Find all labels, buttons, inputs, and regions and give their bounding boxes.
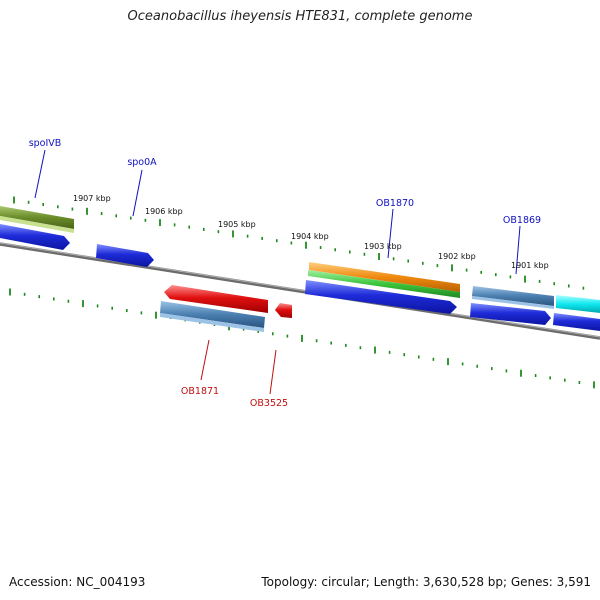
green-feature[interactable] bbox=[308, 270, 460, 298]
kbp-label-1906: 1906 kbp bbox=[145, 207, 183, 216]
kbp-label-1905: 1905 kbp bbox=[218, 220, 256, 229]
gene-ob1870-arrow[interactable] bbox=[305, 280, 457, 314]
kbp-label-1903: 1903 kbp bbox=[364, 242, 402, 251]
ob1871-leader bbox=[200, 339, 210, 381]
gene-label-ob1869: OB1869 bbox=[503, 215, 541, 226]
gene-edge-right-arrow[interactable] bbox=[553, 313, 600, 331]
olive-feature-shadow bbox=[0, 216, 74, 233]
gene-label-ob1870: OB1870 bbox=[376, 198, 414, 209]
gene-label-ob1871: OB1871 bbox=[181, 386, 219, 397]
gene-ob1869-arrow[interactable] bbox=[470, 303, 551, 325]
tick-row-upper bbox=[13, 196, 585, 290]
kbp-label-1901: 1901 kbp bbox=[511, 261, 549, 270]
kbp-label-1907: 1907 kbp bbox=[73, 194, 111, 203]
spoivb-leader bbox=[34, 149, 46, 199]
kbp-label-1902: 1902 kbp bbox=[438, 252, 476, 261]
ob1870-leader bbox=[387, 208, 394, 259]
olive-feature[interactable] bbox=[0, 206, 74, 229]
steelblue-feature-lower[interactable] bbox=[160, 301, 265, 328]
gene-ob3525-arrow[interactable] bbox=[275, 303, 292, 318]
kbp-label-1904: 1904 kbp bbox=[291, 232, 329, 241]
accession-text: Accession: NC_004193 bbox=[9, 575, 146, 589]
spo0a-leader bbox=[132, 169, 143, 217]
steelblue-feature-upper[interactable] bbox=[472, 286, 554, 306]
steelblue-feature-lower-shadow bbox=[160, 313, 264, 332]
ob3525-leader bbox=[269, 349, 277, 395]
orange-feature[interactable] bbox=[309, 262, 460, 292]
gene-ob1871-arrow[interactable] bbox=[164, 285, 268, 313]
gene-label-spoivb: spoIVB bbox=[29, 138, 62, 149]
gene-label-ob3525: OB3525 bbox=[250, 398, 288, 409]
gene-label-spo0a: spo0A bbox=[127, 157, 157, 168]
cyan-feature[interactable] bbox=[556, 295, 600, 313]
steelblue-feature-upper-shadow bbox=[472, 296, 554, 309]
map-title: Oceanobacillus iheyensis HTE831, complet… bbox=[127, 9, 473, 24]
genome-summary-text: Topology: circular; Length: 3,630,528 bp… bbox=[261, 575, 591, 589]
ob1869-leader bbox=[515, 225, 521, 275]
gene-spo0a-arrow[interactable] bbox=[96, 244, 154, 267]
tick-row-lower bbox=[9, 288, 595, 389]
gene-spoivb-arrow[interactable] bbox=[0, 224, 70, 250]
